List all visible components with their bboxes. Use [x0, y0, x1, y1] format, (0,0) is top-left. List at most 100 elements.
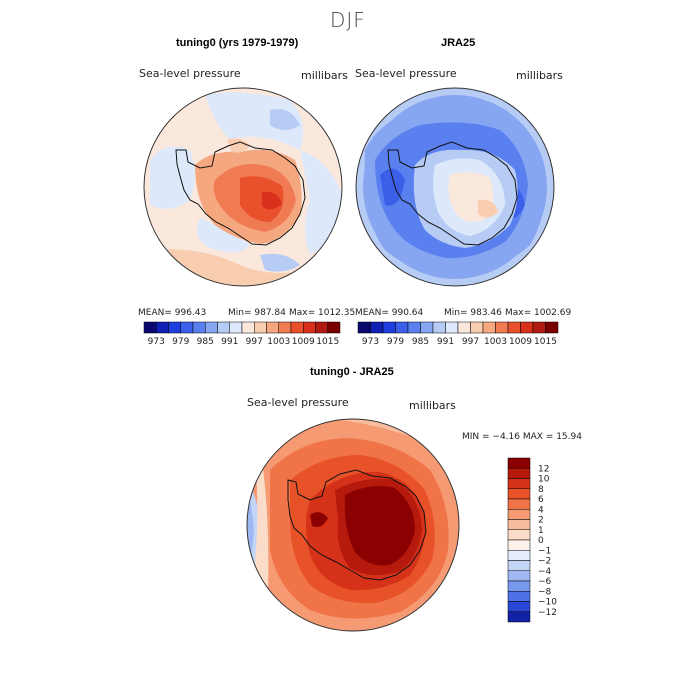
colorbar-3-swatch [507, 468, 531, 479]
colorbar-3-swatch [507, 591, 531, 602]
colorbar-3-swatch [507, 519, 531, 530]
colorbar-3-swatch [507, 601, 531, 612]
colorbar-3-tick-label: 6 [538, 495, 544, 505]
colorbar-3-tick-label: −1 [538, 546, 551, 556]
colorbar-3-swatch [507, 570, 531, 582]
colorbar-1-swatch [290, 321, 304, 334]
colorbar-2-swatch [445, 321, 459, 334]
map3-border [246, 418, 460, 632]
colorbar-3-tick-label: −2 [538, 557, 551, 567]
colorbar-1-swatch [217, 321, 230, 334]
colorbar-2-swatch [520, 321, 534, 334]
colorbar-1-swatch [205, 321, 218, 334]
map-tuning0 [144, 88, 342, 286]
panel2-mean: MEAN= 990.64 [355, 308, 424, 318]
panel3-subtitle: Sea-level pressure [247, 396, 349, 409]
colorbar-3-swatch [507, 580, 531, 592]
colorbar-3-swatch [507, 560, 531, 571]
colorbar-3-swatch [507, 611, 531, 623]
colorbar-3-tick-label: 8 [538, 485, 544, 495]
coastline-1 [175, 141, 306, 246]
colorbar-1-swatch [180, 321, 194, 334]
colorbar-2-tick-label: 1015 [534, 337, 557, 347]
panel1-max: Max= 1012.35 [289, 308, 356, 318]
colorbar-3-tick-label: −8 [538, 587, 552, 597]
colorbar-2-swatch [420, 321, 434, 334]
panel3-minmax: MIN = −4.16 MAX = 15.94 [462, 432, 582, 442]
colorbar-2-swatch [507, 321, 521, 334]
colorbar-2-swatch [357, 321, 371, 334]
colorbar-1-swatch [229, 321, 243, 334]
colorbar-1-swatch [156, 321, 169, 334]
colorbar-3-swatch [507, 529, 531, 541]
colorbar-1-tick-label: 985 [197, 337, 214, 347]
colorbar-1-tick-label: 973 [148, 337, 165, 347]
colorbar-3-swatch [507, 550, 531, 561]
colorbar-1-swatch [315, 321, 328, 334]
colorbar-2-swatch [495, 321, 509, 334]
colorbar-1-tick-label: 1015 [316, 337, 339, 347]
colorbar-2-tick-label: 997 [462, 337, 479, 347]
colorbar-1-tick-label: 979 [172, 337, 189, 347]
colorbar-3-tick-label: 10 [538, 475, 550, 485]
colorbar-2-swatch [432, 321, 446, 334]
panel1-subtitle: Sea-level pressure [139, 67, 241, 80]
map1-border [143, 87, 343, 287]
colorbar-3-swatch [507, 509, 531, 520]
colorbar-1-tick-label: 1009 [292, 337, 315, 347]
colorbar-3-tick-label: −12 [538, 608, 557, 618]
panel1-mean: MEAN= 996.43 [138, 308, 207, 318]
colorbar-2-tick-label: 973 [362, 337, 379, 347]
panel3-units: millibars [409, 399, 456, 412]
colorbar-2-swatch [470, 321, 484, 334]
colorbar-3-tick-label: −10 [538, 598, 557, 608]
colorbar-2-tick-label: 985 [412, 337, 429, 347]
coastline-2 [387, 141, 518, 246]
colorbar-2-swatch [457, 321, 471, 334]
colorbar-3-swatch [507, 457, 531, 469]
colorbar-1-swatch [241, 321, 255, 334]
panel1-units: millibars [301, 69, 348, 82]
panel2-subtitle: Sea-level pressure [355, 67, 457, 80]
map-jra25 [356, 88, 554, 286]
panel2-min: Min= 983.46 [444, 308, 502, 318]
colorbar-1-tick-label: 997 [246, 337, 263, 347]
colorbar-3-tick-label: 4 [538, 505, 544, 515]
colorbar-2-swatch [395, 321, 409, 334]
map2-border [355, 87, 555, 287]
colorbar-3-tick-label: 12 [538, 464, 549, 474]
panel2-max: Max= 1002.69 [505, 308, 572, 318]
colorbar-1-swatch [303, 321, 316, 334]
colorbar-1-swatch [266, 321, 279, 334]
colorbar-1-tick-label: 1003 [267, 337, 290, 347]
colorbar-3-swatch [507, 478, 531, 489]
map-difference [247, 419, 459, 631]
colorbar-3-tick-label: −6 [538, 577, 552, 587]
colorbar-3-tick-label: 1 [538, 526, 544, 536]
panel1-title: tuning0 (yrs 1979-1979) [176, 37, 299, 49]
colorbar-2-swatch [482, 321, 496, 334]
colorbar-1-swatch [143, 321, 157, 334]
colorbar-3-swatch [507, 498, 531, 510]
colorbar-2-swatch [545, 321, 559, 334]
colorbar-2-tick-label: 991 [437, 337, 454, 347]
colorbar-2-swatch [370, 321, 384, 334]
panel2-title: JRA25 [441, 37, 476, 49]
panel2-units: millibars [516, 69, 563, 82]
colorbar-3-tick-label: −4 [538, 567, 552, 577]
colorbar-1-tick-label: 991 [221, 337, 238, 347]
colorbar-1-swatch [327, 321, 341, 334]
colorbar-1-swatch [192, 321, 206, 334]
colorbar-1-swatch [168, 321, 181, 334]
panel3-title: tuning0 - JRA25 [310, 366, 394, 378]
main-title: DJF [330, 8, 366, 32]
colorbar-3-swatch [507, 488, 531, 500]
colorbar-2-swatch [382, 321, 396, 334]
colorbar-3-tick-label: 2 [538, 516, 544, 526]
colorbar-2: 973 979 985 991 997 1003 1009 1015 [357, 321, 559, 347]
panel1-min: Min= 987.84 [228, 308, 286, 318]
coastline-3 [287, 469, 427, 581]
colorbar-2-tick-label: 979 [387, 337, 404, 347]
